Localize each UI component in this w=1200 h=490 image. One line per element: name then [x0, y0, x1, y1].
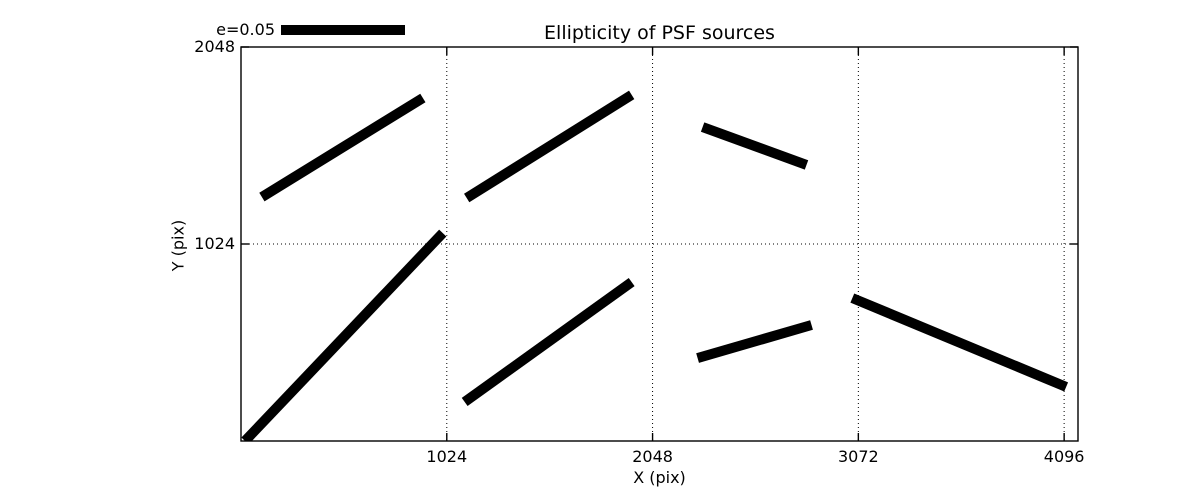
legend-scale-bar [281, 25, 405, 35]
x-axis-label: X (pix) [633, 468, 686, 487]
y-tick-label: 2048 [194, 37, 235, 56]
whisker-layer [241, 90, 1069, 441]
ellipticity-whisker [464, 90, 635, 203]
x-tick-label: 4096 [1043, 447, 1085, 466]
axes-frame [240, 46, 1079, 442]
x-tick-label: 1024 [426, 447, 468, 466]
ellipticity-whisker [700, 122, 809, 170]
x-tick-label: 2048 [632, 447, 673, 466]
ellipticity-whisker [461, 278, 635, 407]
ellipticity-whisker [259, 93, 426, 202]
x-tick-label: 3072 [837, 447, 879, 466]
ellipticity-whisker [696, 320, 813, 363]
y-tick-label: 1024 [194, 234, 235, 253]
ellipticity-whisker [850, 293, 1069, 392]
ellipticity-whisker [241, 229, 447, 441]
chart-title: Ellipticity of PSF sources [544, 22, 775, 44]
legend-label: e=0.05 [216, 20, 275, 39]
